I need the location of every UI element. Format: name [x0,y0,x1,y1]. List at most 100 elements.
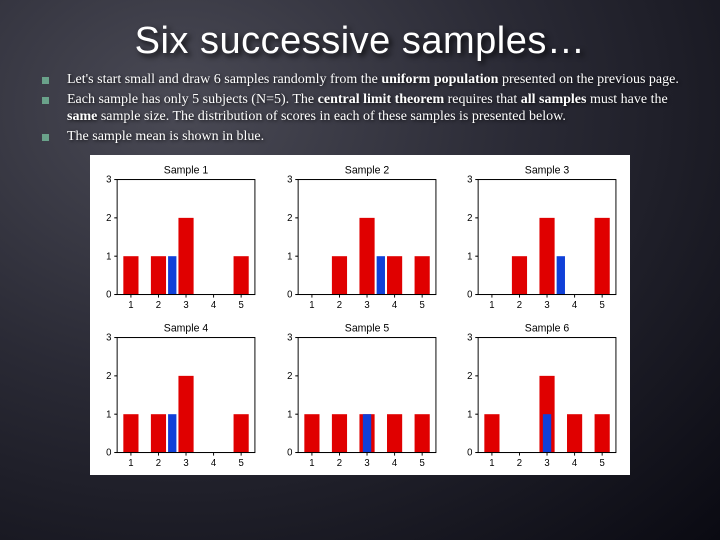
subplot-title: Sample 1 [164,164,208,176]
x-tick-label: 2 [336,300,342,311]
data-bar [332,414,347,452]
data-bar [485,414,500,452]
slide-title: Six successive samples… [30,20,690,63]
y-tick-label: 0 [287,447,293,458]
data-bar [595,414,610,452]
x-tick-label: 1 [309,300,315,311]
y-tick-label: 0 [287,289,293,300]
data-bar [178,218,193,295]
mean-bar [543,414,551,452]
data-bar [567,414,582,452]
y-tick-label: 1 [467,251,473,262]
y-tick-label: 0 [467,289,473,300]
subplot-title: Sample 4 [164,322,208,334]
data-bar [234,256,249,294]
mean-bar [168,256,176,294]
x-tick-label: 3 [364,300,370,311]
y-tick-label: 3 [467,332,473,343]
bullet-text: Each sample has only 5 subjects (N=5). T… [67,91,680,126]
bullet-list: Let's start small and draw 6 samples ran… [40,71,680,145]
mean-bar [363,414,371,452]
chart-grid: 0 1 2 3 1 2 3 4 5 Sample 1 0 1 2 3 1 2 3 4 5 Sample 2 0 1 2 3… [90,155,630,475]
subplot-title: Sample 3 [525,164,569,176]
data-bar [414,256,429,294]
x-tick-label: 1 [309,458,315,469]
y-tick-label: 3 [287,332,293,343]
subplot-2: 0 1 2 3 1 2 3 4 5 Sample 2 [279,159,442,313]
data-bar [178,376,193,453]
y-tick-label: 1 [106,251,112,262]
x-tick-label: 1 [128,300,134,311]
data-bar [304,414,319,452]
y-tick-label: 2 [106,213,112,224]
data-bar [234,414,249,452]
x-tick-label: 4 [572,458,578,469]
bullet-marker-icon [42,134,49,141]
slide-root: Six successive samples… Let's start smal… [0,0,720,540]
x-tick-label: 3 [183,300,189,311]
subplot-title: Sample 5 [344,322,388,334]
bullet-text: The sample mean is shown in blue. [67,128,264,146]
mean-bar [557,256,565,294]
x-tick-label: 2 [336,458,342,469]
x-tick-label: 1 [490,300,496,311]
x-tick-label: 4 [572,300,578,311]
y-tick-label: 2 [467,371,473,382]
x-tick-label: 2 [156,300,162,311]
bullet-item: Each sample has only 5 subjects (N=5). T… [40,91,680,126]
bullet-marker-icon [42,77,49,84]
subplot-3: 012312345Sample 3 [459,159,622,313]
data-bar [359,218,374,295]
bullet-marker-icon [42,97,49,104]
bullet-item: Let's start small and draw 6 samples ran… [40,71,680,89]
x-tick-label: 2 [517,300,523,311]
y-tick-label: 1 [467,409,473,420]
data-bar [512,256,527,294]
y-tick-label: 2 [106,371,112,382]
x-tick-label: 3 [545,300,551,311]
x-tick-label: 2 [517,458,523,469]
y-tick-label: 2 [467,213,473,224]
x-tick-label: 5 [600,458,606,469]
y-tick-label: 2 [287,213,293,224]
subplot-4: 012312345Sample 4 [98,317,261,471]
data-bar [414,414,429,452]
subplot-title: Sample 6 [525,322,569,334]
data-bar [387,256,402,294]
x-tick-label: 1 [128,458,134,469]
x-tick-label: 5 [238,300,244,311]
y-tick-label: 2 [287,371,293,382]
data-bar [332,256,347,294]
data-bar [540,218,555,295]
x-tick-label: 5 [419,300,425,311]
bullet-text: Let's start small and draw 6 samples ran… [67,71,679,89]
data-bar [595,218,610,295]
x-tick-label: 1 [490,458,496,469]
x-tick-label: 4 [392,458,398,469]
subplot-title: Sample 2 [344,164,388,176]
x-tick-label: 3 [364,458,370,469]
x-tick-label: 2 [156,458,162,469]
y-tick-label: 3 [106,332,112,343]
x-tick-label: 5 [238,458,244,469]
y-tick-label: 0 [467,447,473,458]
mean-bar [168,414,176,452]
y-tick-label: 3 [106,174,112,185]
y-tick-label: 1 [287,251,293,262]
bullet-item: The sample mean is shown in blue. [40,128,680,146]
mean-bar [376,256,384,294]
y-tick-label: 0 [106,289,112,300]
x-tick-label: 4 [211,458,217,469]
y-tick-label: 3 [287,174,293,185]
data-bar [151,414,166,452]
data-bar [123,256,138,294]
x-tick-label: 4 [211,300,217,311]
data-bar [123,414,138,452]
subplot-6: 012312345Sample 6 [459,317,622,471]
x-tick-label: 3 [183,458,189,469]
y-tick-label: 1 [287,409,293,420]
y-tick-label: 3 [467,174,473,185]
x-tick-label: 5 [419,458,425,469]
x-tick-label: 4 [392,300,398,311]
y-tick-label: 0 [106,447,112,458]
